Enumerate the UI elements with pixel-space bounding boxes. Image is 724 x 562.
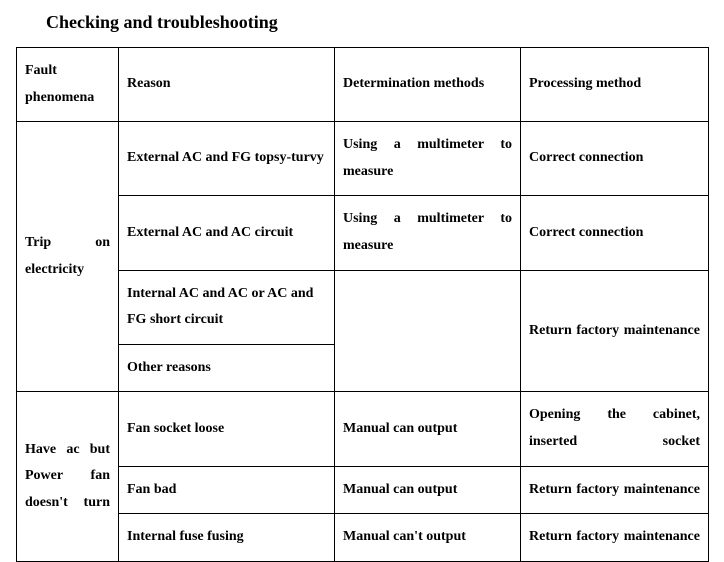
determination-cell: Manual can output — [335, 466, 521, 514]
table-row: Have ac but Power fan doesn't turn Fan s… — [17, 392, 709, 466]
reason-cell: External AC and FG topsy-turvy — [119, 122, 335, 196]
reason-cell: Fan socket loose — [119, 392, 335, 466]
fault-cell: Have ac but Power fan doesn't turn — [17, 392, 119, 561]
troubleshooting-table: Fault phenomena Reason Determination met… — [16, 47, 709, 562]
table-row: Trip on electricity External AC and FG t… — [17, 122, 709, 196]
determination-cell — [335, 270, 521, 392]
table-row: Internal AC and AC or AC and FG short ci… — [17, 270, 709, 344]
processing-cell: Opening the cabinet, inserted socket — [521, 392, 709, 466]
reason-cell: Fan bad — [119, 466, 335, 514]
determination-cell: Using a multimeter to measure — [335, 196, 521, 270]
determination-cell: Manual can't output — [335, 514, 521, 562]
col-processing: Processing method — [521, 48, 709, 122]
table-header-row: Fault phenomena Reason Determination met… — [17, 48, 709, 122]
processing-cell: Return factory maintenance — [521, 514, 709, 562]
determination-cell: Manual can output — [335, 392, 521, 466]
processing-cell: Return factory maintenance — [521, 270, 709, 392]
col-reason: Reason — [119, 48, 335, 122]
page-title: Checking and troubleshooting — [46, 12, 708, 33]
col-fault: Fault phenomena — [17, 48, 119, 122]
table-row: Internal fuse fusing Manual can't output… — [17, 514, 709, 562]
reason-cell: External AC and AC circuit — [119, 196, 335, 270]
reason-cell: Internal AC and AC or AC and FG short ci… — [119, 270, 335, 344]
fault-cell: Trip on electricity — [17, 122, 119, 392]
reason-cell: Other reasons — [119, 344, 335, 392]
processing-cell: Return factory maintenance — [521, 466, 709, 514]
table-row: Fan bad Manual can output Return factory… — [17, 466, 709, 514]
table-row: External AC and AC circuit Using a multi… — [17, 196, 709, 270]
reason-cell: Internal fuse fusing — [119, 514, 335, 562]
processing-cell: Correct connection — [521, 196, 709, 270]
determination-cell: Using a multimeter to measure — [335, 122, 521, 196]
col-determination: Determination methods — [335, 48, 521, 122]
processing-cell: Correct connection — [521, 122, 709, 196]
